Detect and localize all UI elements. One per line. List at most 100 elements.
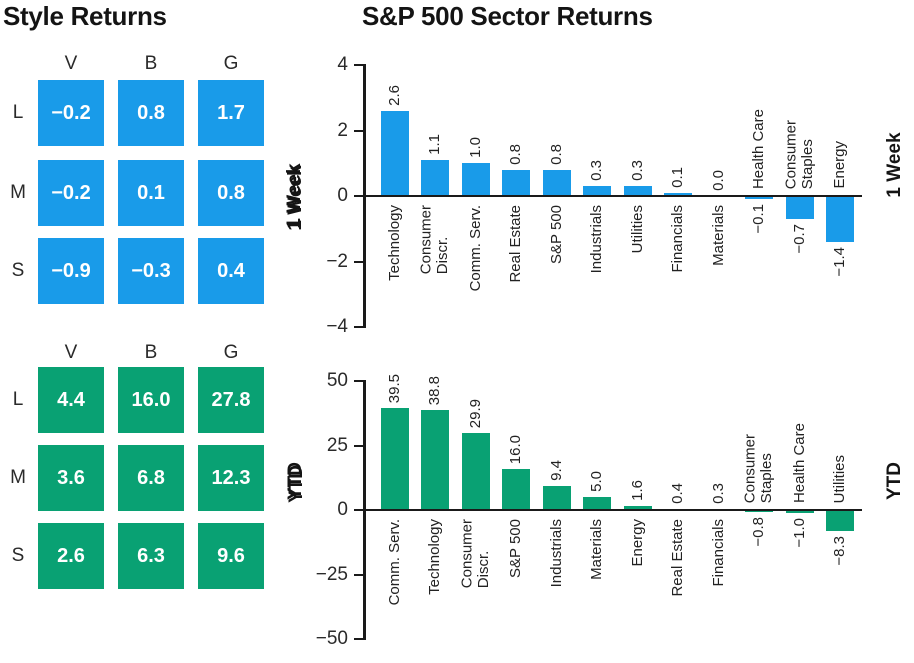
bar-value-label: −0.8 xyxy=(749,517,767,547)
y-tick-label: 4 xyxy=(337,54,348,75)
bar-real-estate xyxy=(502,169,530,196)
bar-category-label: Energy xyxy=(628,519,646,567)
sector-bar-chart-ytd: 50 25 0 −25 −50 39.5 Comm. Serv. 38.8 Technology… xyxy=(280,340,914,663)
bar-consumer-staples xyxy=(785,196,814,219)
bar-comm-serv- xyxy=(380,408,409,510)
bar-value-label: −0.7 xyxy=(790,223,808,254)
sector-returns-title: S&P 500 Sector Returns xyxy=(362,1,653,31)
y-tick-label: 25 xyxy=(326,434,348,456)
grid-cell: 0.8 xyxy=(198,160,264,226)
grid-cell: 0.1 xyxy=(118,160,184,226)
grid-col-header: B xyxy=(144,342,158,363)
bar-category-label: Consumer Discr. xyxy=(458,519,492,589)
bar-industrials xyxy=(583,186,611,196)
zero-line xyxy=(365,509,862,511)
bar-value-label: 1.0 xyxy=(466,137,484,159)
grid-cell: 16.0 xyxy=(118,367,184,433)
grid-cell: 1.7 xyxy=(198,80,264,146)
grid-row-label: M xyxy=(10,467,26,488)
bar-technology xyxy=(421,409,449,510)
grid-col-header: V xyxy=(64,53,78,74)
bar-materials xyxy=(583,497,611,510)
bar-category-label: S&P 500 xyxy=(506,519,524,578)
y-tick xyxy=(354,573,365,576)
bar-category-label: Consumer Discr. xyxy=(417,205,452,275)
y-tick-label: 0 xyxy=(337,499,348,520)
chart-period-label-right: YTD xyxy=(884,462,905,500)
bar-category-label: Technology xyxy=(385,205,403,281)
bar-category-label: Technology xyxy=(425,519,443,595)
grid-cell: 6.8 xyxy=(118,445,184,511)
y-tick xyxy=(354,444,365,447)
bar-category-label: Health Care xyxy=(749,108,767,189)
grid-cell: 12.3 xyxy=(198,445,264,511)
grid-row-label: S xyxy=(11,260,25,281)
y-tick-label: −2 xyxy=(326,250,348,272)
grid-cell: 4.4 xyxy=(38,367,104,433)
bar-utilities xyxy=(826,510,854,532)
bar-value-label: −1.0 xyxy=(790,517,808,548)
bar-category-label: Industrials xyxy=(547,519,565,588)
bar-category-label: Comm. Serv. xyxy=(466,205,484,292)
bar-value-label: −1.4 xyxy=(830,246,848,277)
grid-cell: 3.6 xyxy=(38,445,104,511)
bar-industrials xyxy=(542,485,571,510)
y-tick-label: 50 xyxy=(326,370,348,391)
bar-utilities xyxy=(623,186,652,196)
bar-technology xyxy=(380,110,409,196)
grid-col-header: V xyxy=(64,342,78,363)
y-tick-label: −4 xyxy=(326,316,348,337)
bar-category-label: Consumer Staples xyxy=(782,119,816,189)
y-tick-label: 2 xyxy=(337,119,348,141)
grid-cell: 27.8 xyxy=(198,367,264,433)
grid-row-label: S xyxy=(11,545,25,566)
bar-category-label: Industrials xyxy=(587,205,605,274)
bar-value-label: 0.0 xyxy=(709,170,727,191)
bar-consumer-discr- xyxy=(461,432,490,510)
bar-value-label: 39.5 xyxy=(385,373,403,404)
bar-value-label: 0.4 xyxy=(668,483,686,504)
y-tick xyxy=(354,638,365,640)
bar-category-label: Real Estate xyxy=(668,519,686,597)
bar-health-care xyxy=(745,196,773,200)
bar-category-label: Utilities xyxy=(628,205,646,254)
bar-consumer-staples xyxy=(745,510,773,513)
y-tick xyxy=(354,129,365,132)
bar-category-label: S&P 500 xyxy=(547,205,565,264)
grid-cell: 6.3 xyxy=(118,523,184,589)
bar-energy xyxy=(826,196,854,242)
bar-health-care xyxy=(785,510,814,513)
grid-row-label: M xyxy=(10,182,26,203)
bar-value-label: 0.8 xyxy=(547,143,565,165)
y-tick-label: 0 xyxy=(337,185,348,206)
bar-value-label: −0.1 xyxy=(749,204,767,234)
bar-category-label: Energy xyxy=(830,141,848,189)
grid-cell: −0.3 xyxy=(118,238,184,304)
bar-value-label: 0.3 xyxy=(587,160,605,182)
bar-value-label: 38.8 xyxy=(425,375,443,405)
chart-period-label-left: 1 Week xyxy=(284,163,305,229)
chart-period-label-right: 1 Week xyxy=(884,132,905,198)
grid-cell: 0.4 xyxy=(198,238,264,304)
bar-value-label: −8.3 xyxy=(830,536,848,567)
bar-value-label: 16.0 xyxy=(506,434,524,464)
grid-cell: 2.6 xyxy=(38,523,104,589)
bar-category-label: Financials xyxy=(668,205,686,273)
bar-value-label: 0.3 xyxy=(628,160,646,182)
bar-s-p-500 xyxy=(502,468,530,510)
bar-value-label: 0.8 xyxy=(506,143,524,165)
y-tick-label: −50 xyxy=(315,628,348,649)
y-tick xyxy=(354,195,365,197)
style-returns-title: Style Returns xyxy=(3,1,167,31)
grid-col-header: G xyxy=(223,53,239,74)
bar-value-label: 0.3 xyxy=(709,483,727,505)
grid-cell: 0.8 xyxy=(118,80,184,146)
bar-value-label: 1.6 xyxy=(628,480,646,501)
bar-category-label: Consumer Staples xyxy=(741,433,776,503)
bar-value-label: 9.4 xyxy=(547,459,565,481)
grid-row-label: L xyxy=(12,389,24,410)
sector-bar-chart-1-week: 4 2 0 −2 −4 2.6 Technology 1.1 Consumer Discr. 1.… xyxy=(280,40,914,340)
bar-category-label: Health Care xyxy=(790,422,808,503)
bar-value-label: 5.0 xyxy=(587,471,605,493)
bar-comm-serv- xyxy=(461,163,490,196)
